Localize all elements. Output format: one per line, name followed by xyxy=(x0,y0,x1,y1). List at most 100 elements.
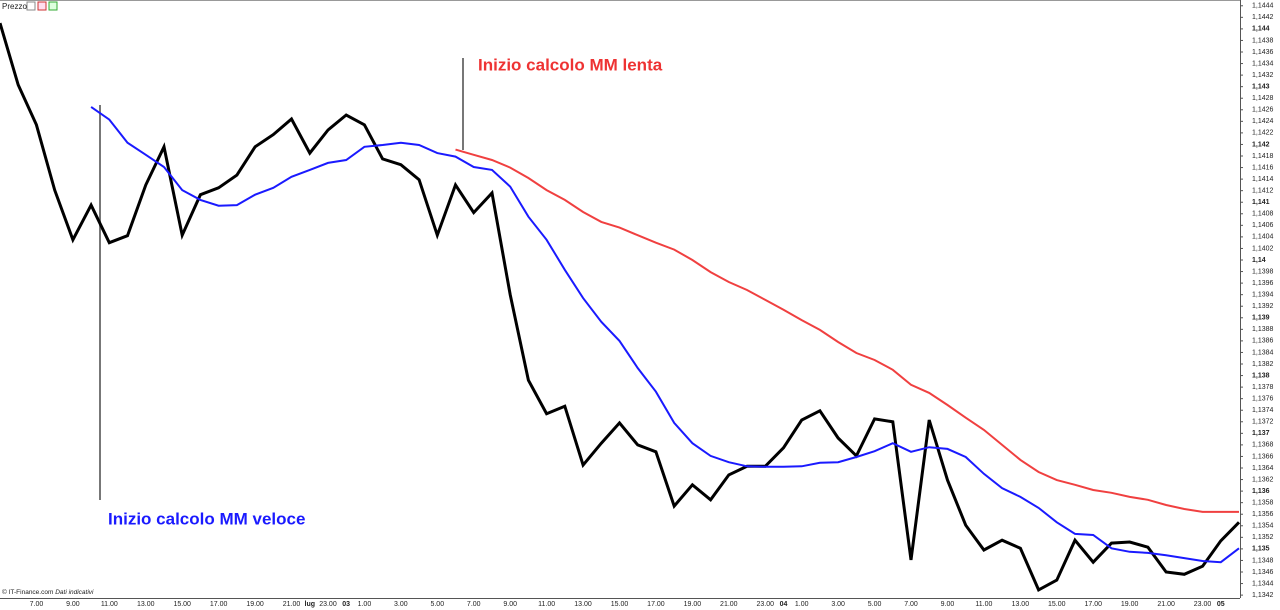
x-tick-label: 15.00 xyxy=(611,601,629,608)
y-tick-label: 1,135 xyxy=(1252,546,1270,553)
y-tick-label: 1,1376 xyxy=(1252,396,1274,403)
x-tick-label: 17.00 xyxy=(1084,601,1102,608)
x-tick-label: 11.00 xyxy=(975,601,992,608)
y-tick-label: 1,1426 xyxy=(1252,107,1274,114)
x-tick-label: 15.00 xyxy=(173,601,191,608)
y-tick-label: 1,1442 xyxy=(1252,14,1274,21)
icon-remove[interactable] xyxy=(48,1,58,11)
y-tick-label: 1,1346 xyxy=(1252,569,1274,576)
y-tick-label: 1,1424 xyxy=(1252,118,1274,125)
panel-icons[interactable] xyxy=(26,1,58,11)
y-tick-label: 1,1394 xyxy=(1252,292,1274,299)
annotation: Inizio calcolo MM lenta xyxy=(478,55,663,74)
x-tick-label: 21.00 xyxy=(283,601,301,608)
x-tick-label: 13.00 xyxy=(137,601,155,608)
icon-settings[interactable] xyxy=(26,1,36,11)
y-tick-label: 1,1342 xyxy=(1252,592,1274,599)
y-tick-label: 1,142 xyxy=(1252,141,1270,148)
y-tick-label: 1,1366 xyxy=(1252,453,1274,460)
x-tick-label: 9.00 xyxy=(66,601,80,608)
y-tick-label: 1,1354 xyxy=(1252,523,1274,530)
y-tick-label: 1,143 xyxy=(1252,84,1270,91)
y-tick-label: 1,1428 xyxy=(1252,95,1274,102)
x-tick-label: 15.00 xyxy=(1048,601,1066,608)
y-tick-label: 1,1418 xyxy=(1252,153,1274,160)
x-tick-label: 19.00 xyxy=(246,601,264,608)
x-tick-label: 17.00 xyxy=(210,601,228,608)
x-tick-label: 23.00 xyxy=(319,601,337,608)
y-tick-label: 1,1356 xyxy=(1252,511,1274,518)
x-tick-label: 21.00 xyxy=(720,601,738,608)
y-tick-label: 1,1396 xyxy=(1252,280,1274,287)
y-tick-label: 1,1386 xyxy=(1252,338,1274,345)
x-tick-label: 13.00 xyxy=(1012,601,1030,608)
source-text: © IT-Finance.com xyxy=(2,588,53,596)
y-tick-label: 1,14 xyxy=(1252,257,1266,264)
y-tick-label: 1,137 xyxy=(1252,430,1270,437)
y-tick-label: 1,141 xyxy=(1252,199,1270,206)
x-tick-label: lug xyxy=(305,601,316,608)
y-tick-label: 1,1364 xyxy=(1252,465,1274,472)
x-tick-label: 23.00 xyxy=(756,601,774,608)
y-tick-label: 1,1434 xyxy=(1252,60,1274,67)
x-tick-label: 19.00 xyxy=(1121,601,1139,608)
y-tick-label: 1,1402 xyxy=(1252,245,1274,252)
x-tick-label: 05 xyxy=(1217,601,1225,608)
y-tick-label: 1,1414 xyxy=(1252,176,1274,183)
x-tick-label: 5.00 xyxy=(868,601,882,608)
y-tick-label: 1,1352 xyxy=(1252,534,1274,541)
series-line xyxy=(455,148,1239,513)
source: © IT-Finance.com Dati indicativi xyxy=(2,588,94,596)
icon-add[interactable] xyxy=(37,1,47,11)
y-tick-label: 1,1348 xyxy=(1252,557,1274,564)
x-tick-label: 7.00 xyxy=(30,601,44,608)
y-tick-label: 1,1372 xyxy=(1252,419,1274,426)
x-tick-label: 11.00 xyxy=(101,601,118,608)
y-tick-label: 1,1408 xyxy=(1252,211,1274,218)
y-tick-label: 1,144 xyxy=(1252,26,1270,33)
annotation: Inizio calcolo MM veloce xyxy=(108,509,305,528)
x-tick-label: 17.00 xyxy=(647,601,665,608)
x-tick-label: 23.00 xyxy=(1194,601,1212,608)
x-tick-label: 11.00 xyxy=(538,601,555,608)
y-tick-label: 1,1416 xyxy=(1252,164,1274,171)
y-tick-label: 1,1358 xyxy=(1252,500,1274,507)
y-tick-label: 1,1368 xyxy=(1252,442,1274,449)
x-tick-label: 3.00 xyxy=(394,601,408,608)
y-tick-label: 1,1412 xyxy=(1252,188,1274,195)
y-tick-label: 1,1444 xyxy=(1252,3,1274,10)
y-tick-label: 1,1392 xyxy=(1252,303,1274,310)
y-tick-label: 1,1344 xyxy=(1252,580,1274,587)
y-tick-label: 1,1406 xyxy=(1252,222,1274,229)
y-tick-label: 1,1382 xyxy=(1252,361,1274,368)
x-tick-label: 04 xyxy=(780,601,788,608)
note: Dati indicativi xyxy=(55,589,94,596)
x-tick-label: 21.00 xyxy=(1157,601,1175,608)
x-tick-label: 9.00 xyxy=(941,601,955,608)
series-line xyxy=(0,22,1241,592)
y-tick-label: 1,136 xyxy=(1252,488,1270,495)
y-tick-label: 1,138 xyxy=(1252,372,1270,379)
y-tick-label: 1,1374 xyxy=(1252,407,1274,414)
y-tick-label: 1,1388 xyxy=(1252,326,1274,333)
x-tick-label: 3.00 xyxy=(831,601,845,608)
y-tick-label: 1,1432 xyxy=(1252,72,1274,79)
x-tick-label: 7.00 xyxy=(467,601,481,608)
x-tick-label: 5.00 xyxy=(430,601,444,608)
x-tick-label: 1.00 xyxy=(358,601,372,608)
x-tick-label: 7.00 xyxy=(904,601,918,608)
x-tick-label: 1.00 xyxy=(795,601,809,608)
panel-label: Prezzo xyxy=(2,2,27,11)
x-tick-label: 9.00 xyxy=(503,601,517,608)
y-tick-label: 1,1378 xyxy=(1252,384,1274,391)
y-tick-label: 1,1438 xyxy=(1252,37,1274,44)
x-tick-label: 03 xyxy=(342,601,350,608)
y-tick-label: 1,1398 xyxy=(1252,268,1274,275)
series-line xyxy=(90,106,1240,564)
y-tick-label: 1,1384 xyxy=(1252,349,1274,356)
x-tick-label: 19.00 xyxy=(684,601,702,608)
y-tick-label: 1,139 xyxy=(1252,315,1270,322)
